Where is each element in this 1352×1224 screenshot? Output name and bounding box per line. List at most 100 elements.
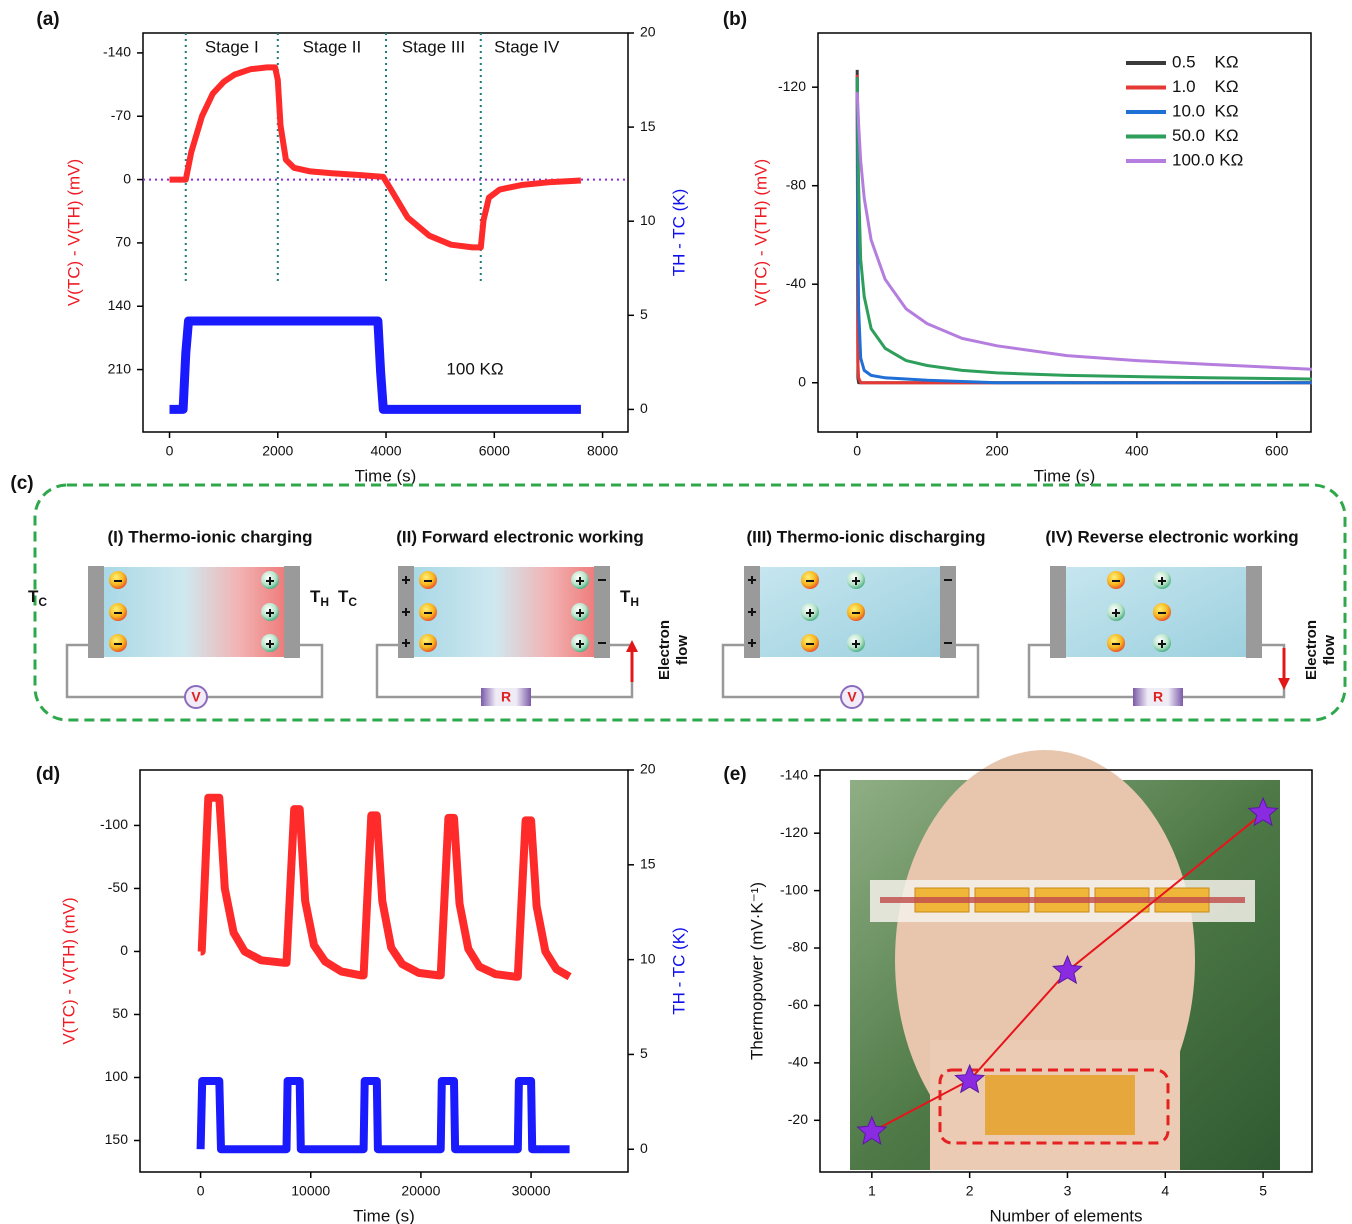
x-tick-label: 4000 — [370, 443, 401, 459]
terminal-sub: C — [348, 595, 357, 609]
meter-label: R — [501, 689, 511, 705]
x-tick-label: 5 — [1259, 1183, 1267, 1199]
terminal-sub: H — [630, 595, 639, 609]
y2-tick-label: 15 — [640, 856, 656, 872]
y-axis-title: Thermopower (mV·K⁻¹) — [747, 882, 766, 1060]
meter-label: R — [1153, 689, 1163, 705]
x-tick-label: 6000 — [479, 443, 510, 459]
y-tick-label: 0 — [123, 170, 131, 186]
terminal-main: T — [310, 587, 321, 606]
star-marker — [1051, 954, 1083, 985]
x-tick-label: 600 — [1265, 443, 1289, 459]
y2-tick-label: 10 — [640, 950, 656, 966]
y-tick-label: -140 — [103, 44, 131, 60]
fit-line — [871, 812, 1264, 1133]
stage-title: (IV) Reverse electronic working — [1045, 527, 1298, 546]
y2-tick-label: 15 — [640, 118, 656, 134]
x-tick-label: 2 — [966, 1183, 974, 1199]
data-line — [855, 77, 1312, 381]
x-axis-title: Number of elements — [989, 1206, 1142, 1224]
device-line — [880, 897, 1245, 903]
electrolyte — [414, 567, 594, 657]
x-tick-label: 30000 — [512, 1183, 551, 1199]
y-tick-label: -80 — [786, 176, 806, 192]
star-marker — [856, 1115, 888, 1145]
y2-tick-label: 10 — [640, 212, 656, 228]
legend-label: 0.5 KΩ — [1172, 52, 1239, 71]
x-tick-label: 0 — [197, 1183, 205, 1199]
y-tick-label: -120 — [778, 78, 806, 94]
y2-tick-label: 5 — [640, 306, 648, 322]
x-tick-label: 2000 — [262, 443, 293, 459]
y2-tick-label: 0 — [640, 400, 648, 416]
y2-tick-label: 0 — [640, 1140, 648, 1156]
annotation: 100 KΩ — [446, 359, 503, 378]
terminal-main: T — [338, 587, 349, 606]
panel-label: (b) — [723, 9, 747, 30]
panel-label: (d) — [36, 764, 60, 785]
legend-label: 10.0 KΩ — [1172, 101, 1239, 120]
panel-label: (e) — [723, 764, 746, 785]
meter-label: V — [847, 689, 857, 705]
y-tick-label: -40 — [786, 275, 806, 291]
y2-tick-label: 5 — [640, 1045, 648, 1061]
terminal-label: TH — [310, 587, 329, 609]
terminal-main: T — [28, 587, 39, 606]
legend-label: 50.0 KΩ — [1172, 126, 1239, 145]
y-tick-label: 0 — [798, 373, 806, 389]
y-axis-title: V(TC) - V(TH) (mV) — [751, 159, 770, 306]
stage-title: (I) Thermo-ionic charging — [108, 527, 313, 546]
y-tick-label: -70 — [111, 107, 131, 123]
diagram-border — [33, 483, 1347, 722]
x-axis-title: Time (s) — [1034, 466, 1096, 485]
y-tick-label: 150 — [105, 1131, 129, 1147]
stage-label: Stage II — [303, 37, 362, 56]
data-line — [169, 316, 581, 414]
x-axis-title: Time (s) — [355, 466, 417, 485]
x-tick-label: 8000 — [587, 443, 618, 459]
y2-tick-label: 20 — [640, 761, 656, 777]
y-axis-title: V(TC) - V(TH) (mV) — [64, 159, 83, 306]
data-line — [855, 77, 1312, 385]
electron-flow-label: Electron — [656, 620, 673, 680]
y-tick-label: 50 — [112, 1005, 128, 1021]
chart-panel: (b) 0 200 400 600 -120 -80 -40 0 Time (s) V(TC) - … — [723, 9, 1312, 485]
chart-panel: (d) 0 10000 20000 30000 -100 -50 0 50 100 150 0 5 10 1… — [36, 761, 689, 1224]
y-tick-label: -100 — [780, 881, 808, 897]
electron-flow-label: flow — [674, 635, 691, 665]
electron-flow-label: flow — [1321, 635, 1338, 665]
electrode — [284, 566, 300, 658]
y-axis-title: V(TC) - V(TH) (mV) — [59, 897, 78, 1044]
terminal-sub: H — [320, 595, 329, 609]
electrode — [1050, 566, 1066, 658]
x-tick-label: 0 — [853, 443, 861, 459]
star-marker — [954, 1063, 986, 1094]
terminal-sub: C — [38, 595, 47, 609]
y-tick-label: 210 — [108, 360, 132, 376]
data-line — [196, 1077, 570, 1154]
highlight-box — [938, 1068, 1170, 1145]
y-tick-label: -80 — [788, 939, 808, 955]
x-axis-title: Time (s) — [353, 1206, 415, 1224]
stage-label: Stage I — [205, 37, 259, 56]
y-tick-label: -140 — [780, 766, 808, 782]
y-tick-label: -40 — [788, 1054, 808, 1070]
y-tick-label: 100 — [105, 1068, 129, 1084]
data-line — [855, 92, 1312, 371]
resistor — [1133, 688, 1183, 706]
y-tick-label: -120 — [780, 824, 808, 840]
y-tick-label: 70 — [115, 234, 131, 250]
y2-axis-title: TH - TC (K) — [669, 927, 688, 1015]
y-tick-label: 140 — [108, 297, 132, 313]
x-tick-label: 400 — [1125, 443, 1149, 459]
legend-label: 1.0 KΩ — [1172, 77, 1239, 96]
terminal-label: TC — [28, 587, 47, 609]
y-tick-label: -100 — [100, 816, 128, 832]
x-tick-label: 0 — [166, 443, 174, 459]
panel-label: (a) — [36, 9, 59, 30]
star-marker — [1247, 796, 1279, 827]
data-line — [169, 64, 582, 251]
resistor — [481, 688, 531, 706]
electrode — [594, 566, 610, 658]
